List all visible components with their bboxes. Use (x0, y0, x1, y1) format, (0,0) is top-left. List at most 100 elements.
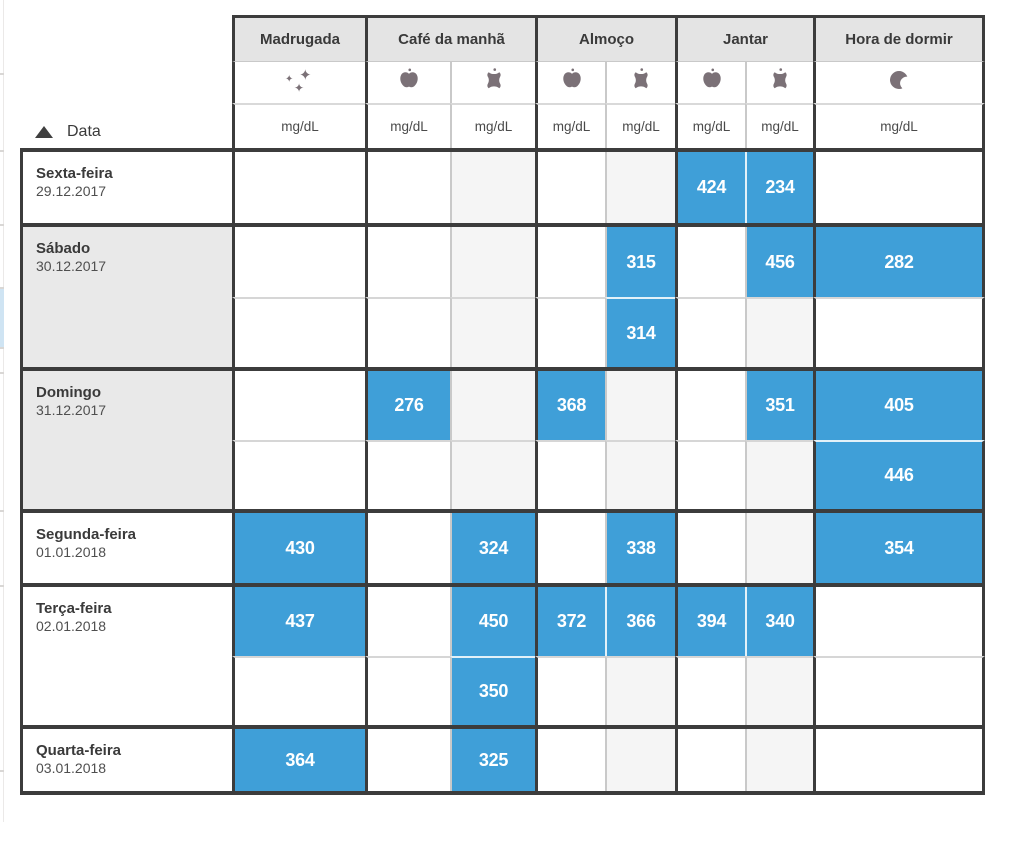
glucose-cell (535, 656, 605, 725)
glucose-cell[interactable]: 368 (535, 371, 605, 440)
glucose-cell[interactable]: 372 (535, 587, 605, 656)
day-date: 02.01.2018 (36, 618, 107, 634)
glucose-cell (675, 297, 745, 367)
table-subrow: 424 234 (232, 152, 985, 223)
glucose-cell (232, 297, 365, 367)
edge-tick (0, 150, 4, 152)
day-subrows: 315 456 282 314 (232, 227, 985, 367)
day-date: 29.12.2017 (36, 183, 107, 199)
unit-cell: mg/dL (365, 103, 450, 148)
glucose-cell (675, 729, 745, 791)
day-name: Domingo (36, 384, 101, 401)
glucose-cell[interactable]: 446 (813, 440, 985, 509)
day-name: Terça-feira (36, 600, 112, 617)
table-subrow: 314 (232, 297, 985, 367)
sort-ascending-icon (35, 126, 53, 138)
glucose-cell[interactable]: 430 (232, 513, 365, 583)
glucose-cell[interactable]: 450 (450, 587, 535, 656)
glucose-cell[interactable]: 324 (450, 513, 535, 583)
icon-header-row: ✦ ✦ ✦ (232, 62, 985, 103)
unit-cell: mg/dL (232, 103, 365, 148)
column-group-madrugada: Madrugada (232, 15, 365, 62)
glucose-cell (745, 656, 813, 725)
glucose-cell[interactable]: 366 (605, 587, 675, 656)
glucose-cell[interactable]: 350 (450, 656, 535, 725)
table-subrow: 430 324 338 354 (232, 513, 985, 583)
glucose-cell (365, 587, 450, 656)
glucose-cell (535, 440, 605, 509)
glucose-cell (813, 587, 985, 656)
glucose-cell (365, 440, 450, 509)
unit-cell: mg/dL (535, 103, 605, 148)
glucose-cell (365, 656, 450, 725)
glucose-cell (675, 656, 745, 725)
glucose-cell[interactable]: 340 (745, 587, 813, 656)
apple-core-icon (628, 67, 654, 98)
glucose-cell[interactable]: 437 (232, 587, 365, 656)
glucose-cell (813, 729, 985, 791)
glucose-cell[interactable]: 276 (365, 371, 450, 440)
table-subrow: 364 325 (232, 729, 985, 791)
table-body: Sexta-feira 29.12.2017 424 234 Sábado 30.12.2… (20, 148, 985, 795)
sparkles-icon: ✦ ✦ ✦ (285, 66, 312, 95)
day-subrows: 276 368 351 405 446 (232, 371, 985, 509)
table-subrow: 446 (232, 440, 985, 509)
edge-line (3, 0, 4, 822)
glucose-cell[interactable]: 351 (745, 371, 813, 440)
glucose-cell[interactable]: 314 (605, 297, 675, 367)
glucose-cell (450, 440, 535, 509)
glucose-cell[interactable]: 282 (813, 227, 985, 297)
apple-icon (396, 67, 422, 98)
glucose-cell (745, 297, 813, 367)
glucose-cell[interactable]: 338 (605, 513, 675, 583)
column-group-jantar: Jantar (675, 15, 813, 62)
icon-cell-almoco-after (605, 62, 675, 103)
glucose-cell[interactable]: 325 (450, 729, 535, 791)
glucose-cell[interactable]: 234 (745, 152, 813, 223)
day-row: Segunda-feira 01.01.2018 430 324 338 354 (20, 509, 985, 583)
column-group-cafe-da-manha: Café da manhã (365, 15, 535, 62)
glucose-cell[interactable]: 424 (675, 152, 745, 223)
glucose-cell[interactable]: 354 (813, 513, 985, 583)
glucose-cell (605, 152, 675, 223)
table-subrow: 315 456 282 (232, 227, 985, 297)
glucose-cell (675, 371, 745, 440)
glucose-cell (232, 440, 365, 509)
day-subrows: 437 450 372 366 394 340 350 (232, 587, 985, 725)
glucose-cell (450, 371, 535, 440)
edge-tick (0, 347, 4, 349)
day-row: Quarta-feira 03.01.2018 364 325 (20, 725, 985, 791)
glucose-cell (365, 227, 450, 297)
day-name: Quarta-feira (36, 742, 122, 759)
day-label-cell: Sexta-feira 29.12.2017 (20, 152, 232, 223)
unit-header-row: mg/dL mg/dL mg/dL mg/dL mg/dL mg/dL mg/d… (232, 103, 985, 148)
sort-header-data[interactable]: Data (35, 116, 101, 148)
glucose-cell[interactable]: 394 (675, 587, 745, 656)
glucose-cell (365, 297, 450, 367)
icon-cell-dormir (813, 62, 985, 103)
glucose-cell (605, 729, 675, 791)
glucose-cell[interactable]: 364 (232, 729, 365, 791)
glucose-cell (450, 152, 535, 223)
glucose-cell[interactable]: 456 (745, 227, 813, 297)
moon-icon (887, 68, 911, 97)
glucose-cell (365, 513, 450, 583)
column-group-almoco: Almoço (535, 15, 675, 62)
day-date: 03.01.2018 (36, 760, 107, 776)
glucose-cell (232, 227, 365, 297)
day-row: Domingo 31.12.2017 276 368 351 405 446 (20, 367, 985, 509)
glucose-cell (365, 729, 450, 791)
edge-tick (0, 585, 4, 587)
unit-cell: mg/dL (675, 103, 745, 148)
edge-tick (0, 510, 4, 512)
glucose-cell[interactable]: 315 (605, 227, 675, 297)
icon-cell-jantar-before (675, 62, 745, 103)
day-date: 01.01.2018 (36, 544, 107, 560)
glucose-cell (535, 729, 605, 791)
glucose-cell[interactable]: 405 (813, 371, 985, 440)
glucose-cell (605, 371, 675, 440)
glucose-cell (675, 440, 745, 509)
edge-tick (0, 224, 4, 226)
table-subrow: 350 (232, 656, 985, 725)
glucose-cell (232, 371, 365, 440)
